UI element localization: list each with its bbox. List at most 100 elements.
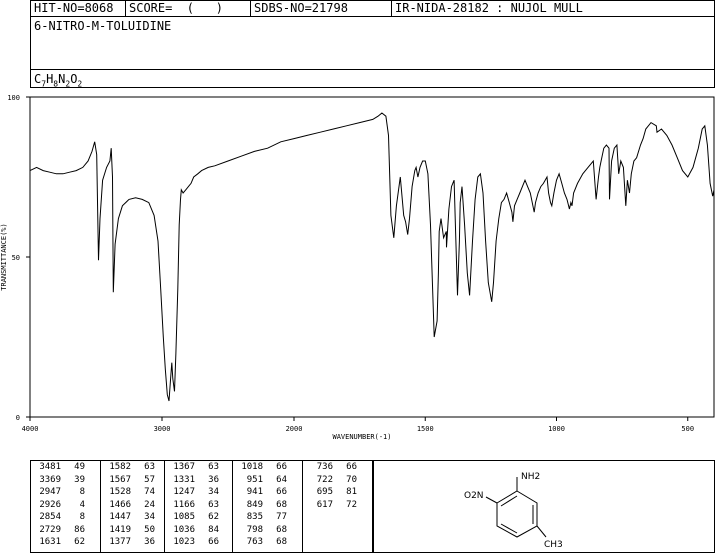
- peak-row: 3369 39: [31, 474, 100, 487]
- peak-transmittance: 63: [208, 462, 219, 472]
- peak-wavenumber: 1247: [173, 487, 195, 497]
- peak-wavenumber: 722: [316, 474, 333, 485]
- peak-row: 798 68: [233, 524, 302, 537]
- peak-transmittance: 70: [346, 474, 357, 485]
- peak-row: 1466 24: [101, 499, 164, 512]
- y-axis: 0 50 100: [7, 94, 30, 422]
- double-bond: [500, 495, 518, 507]
- peak-wavenumber: 951: [246, 474, 263, 485]
- peak-transmittance: 24: [144, 499, 155, 510]
- formula-count: 8: [53, 79, 59, 89]
- peak-wavenumber: 1367: [173, 462, 195, 472]
- peak-wavenumber: 1018: [241, 462, 263, 472]
- peak-transmittance: 36: [208, 474, 219, 485]
- header-row: HIT-NO=8068 SCORE= ( ) SDBS-NO=21798 IR-…: [30, 0, 715, 17]
- peak-row: 951 64: [233, 474, 302, 487]
- header-divider: [391, 1, 392, 16]
- peak-transmittance: 64: [276, 474, 287, 485]
- peak-transmittance: 57: [144, 474, 155, 485]
- peak-row: 1367 63: [165, 461, 232, 474]
- methyl-bond: [536, 525, 547, 538]
- peak-transmittance: 84: [208, 524, 219, 535]
- x-axis-label: WAVENUMBER(-1): [332, 433, 391, 441]
- peak-transmittance: 72: [346, 499, 357, 510]
- ir-spectrum-chart: 0 50 100 4000 3000 2000 1500 1000 500 WAVENUMBE…: [0, 94, 715, 441]
- peak-row: 1166 63: [165, 499, 232, 512]
- compound-name: 6-NITRO-M-TOLUIDINE: [34, 19, 172, 33]
- peak-row: 722 70: [303, 474, 372, 487]
- peak-wavenumber: 3481: [39, 462, 61, 472]
- peak-row: 2729 86: [31, 524, 100, 537]
- y-tick-label: 0: [16, 414, 20, 422]
- peak-wavenumber: 736: [316, 462, 333, 472]
- peak-column: 1018 66 951 64 941 66 849 68 835 77 798 68 763 68: [233, 461, 303, 552]
- peak-transmittance: 63: [208, 499, 219, 510]
- peak-transmittance: 66: [208, 537, 219, 547]
- peak-transmittance: 4: [79, 499, 85, 510]
- plot-frame: [29, 96, 715, 418]
- peak-row: 1023 66: [165, 536, 232, 549]
- nh2-label: NH2: [521, 472, 540, 482]
- peak-wavenumber: 1567: [109, 474, 131, 485]
- ir-info: IR-NIDA-28182 : NUJOL MULL: [395, 1, 583, 15]
- header-divider: [250, 1, 251, 16]
- molecular-formula: C7H8N2O2: [34, 72, 82, 91]
- peak-transmittance: 50: [144, 524, 155, 535]
- peak-wavenumber: 3369: [39, 474, 61, 485]
- peak-wavenumber: 1085: [173, 512, 195, 522]
- peak-row: 1036 84: [165, 524, 232, 537]
- peak-wavenumber: 2729: [39, 524, 61, 535]
- double-bond: [500, 523, 518, 534]
- peak-row: 1377 36: [101, 536, 164, 549]
- molecule-structure: NH2 O2N CH3: [464, 472, 563, 550]
- peak-row: 1419 50: [101, 524, 164, 537]
- peak-wavenumber: 849: [246, 499, 263, 510]
- peak-wavenumber: 1023: [173, 537, 195, 547]
- peak-transmittance: 49: [74, 462, 85, 472]
- peak-column: 1367 63 1331 36 1247 34 1166 63 1085 62 1036 84 1023…: [165, 461, 233, 552]
- peak-row: 1567 57: [101, 474, 164, 487]
- formula-element: O: [70, 72, 78, 86]
- peak-wavenumber: 1166: [173, 499, 195, 510]
- peak-transmittance: 77: [276, 512, 287, 522]
- structure-box: NH2 O2N CH3: [373, 460, 715, 553]
- formula-count: 2: [77, 79, 83, 89]
- benzene-ring: [496, 490, 538, 538]
- no2-label: O2N: [464, 491, 484, 501]
- peak-column: 736 66 722 70 695 81 617 72: [303, 461, 372, 552]
- formula-count: 7: [41, 79, 47, 89]
- peak-row: 1247 34: [165, 486, 232, 499]
- formula-element: C: [34, 72, 42, 86]
- sdbs-number: SDBS-NO=21798: [254, 1, 348, 15]
- peak-transmittance: 66: [346, 462, 357, 472]
- peak-wavenumber: 2854: [39, 512, 61, 522]
- nitro-bond: [485, 496, 498, 504]
- peak-row: 695 81: [303, 486, 372, 499]
- formula-element: N: [58, 72, 66, 86]
- peak-table: 3481 49 3369 39 2947 8 2926 4 2854 8 2729 86 1631 62 …: [30, 460, 373, 553]
- formula-count: 2: [65, 79, 71, 89]
- peak-column: 1582 63 1567 57 1528 74 1466 24 1447 34 1419 50 1377…: [101, 461, 165, 552]
- peak-row: 1331 36: [165, 474, 232, 487]
- peak-transmittance: 68: [276, 524, 287, 535]
- peak-row: 736 66: [303, 461, 372, 474]
- peak-transmittance: 86: [74, 524, 85, 535]
- peak-row: 849 68: [233, 499, 302, 512]
- peak-transmittance: 81: [346, 487, 357, 497]
- peak-wavenumber: 695: [316, 487, 333, 497]
- y-tick-label: 100: [7, 94, 20, 102]
- peak-transmittance: 68: [276, 537, 287, 547]
- y-tick-label: 50: [12, 254, 20, 262]
- peak-row: 1528 74: [101, 486, 164, 499]
- peak-transmittance: 66: [276, 487, 287, 497]
- peak-row: 1631 62: [31, 536, 100, 549]
- peak-transmittance: 8: [79, 487, 85, 497]
- spectrum-line: [29, 112, 715, 402]
- peak-row: 835 77: [233, 511, 302, 524]
- peak-transmittance: 66: [276, 462, 287, 472]
- peak-row: 1018 66: [233, 461, 302, 474]
- peak-transmittance: 39: [74, 474, 85, 485]
- formula-box: C7H8N2O2: [30, 69, 715, 88]
- peak-wavenumber: 617: [316, 499, 333, 510]
- peak-wavenumber: 1419: [109, 524, 131, 535]
